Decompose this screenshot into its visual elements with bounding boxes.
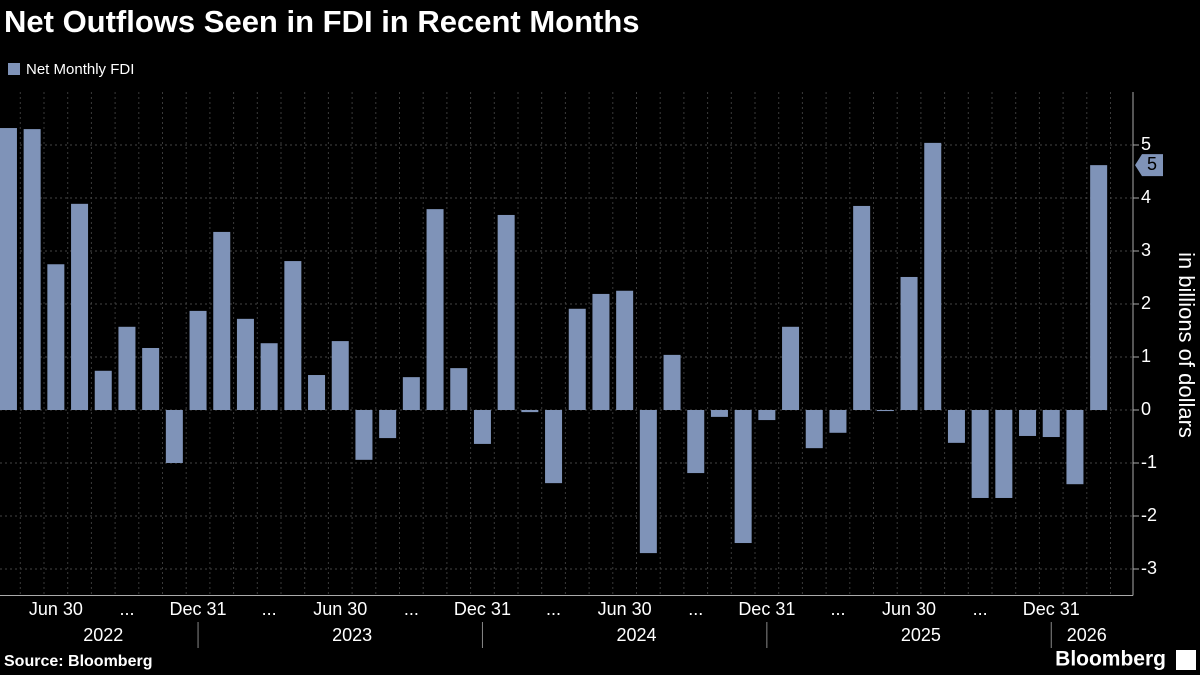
x-tick-label: ... (688, 599, 703, 619)
y-tick-label: -1 (1141, 452, 1157, 472)
y-tick-label: 3 (1141, 240, 1151, 260)
bar (616, 290, 634, 410)
bar (829, 410, 847, 433)
bar (663, 354, 681, 410)
value-label: 5 (1147, 154, 1157, 174)
bar (521, 410, 539, 413)
bar (450, 368, 468, 410)
bar (924, 142, 942, 410)
x-tick-label: ... (830, 599, 845, 619)
bar (284, 261, 302, 410)
x-tick-label: Dec 31 (1023, 599, 1080, 619)
bar (379, 410, 397, 439)
x-tick-label: ... (546, 599, 561, 619)
bar (876, 410, 894, 412)
x-tick-label: Jun 30 (313, 599, 367, 619)
x-group-label: 2024 (616, 625, 656, 645)
bar (592, 293, 610, 410)
source: Source: Bloomberg (4, 653, 152, 670)
y-tick-label: 0 (1141, 399, 1151, 419)
x-tick-label: Jun 30 (598, 599, 652, 619)
y-tick-label: -2 (1141, 505, 1157, 525)
bar (426, 209, 444, 410)
x-group-label: 2026 (1067, 625, 1107, 645)
x-group-label: 2025 (901, 625, 941, 645)
x-tick-label: ... (404, 599, 419, 619)
x-tick-label: Dec 31 (170, 599, 227, 619)
bar (165, 410, 183, 463)
bar (47, 264, 65, 410)
bar (782, 326, 800, 410)
bar (758, 410, 776, 421)
x-tick-label: Dec 31 (454, 599, 511, 619)
bar (473, 410, 491, 444)
value-label-tag (1135, 154, 1163, 177)
x-tick-label: Jun 30 (29, 599, 83, 619)
bar (308, 375, 326, 410)
bar (1019, 410, 1037, 436)
bar (236, 318, 254, 410)
x-tick-label: Jun 30 (882, 599, 936, 619)
chart-title: Net Outflows Seen in FDI in Recent Month… (4, 4, 640, 39)
bar (71, 203, 89, 410)
bar (118, 326, 136, 410)
y-tick-label: 5 (1141, 134, 1151, 154)
bar (402, 377, 420, 410)
x-tick-label: Dec 31 (738, 599, 795, 619)
brand-icon (1176, 650, 1196, 670)
bar (734, 410, 752, 544)
bar (1066, 410, 1084, 485)
bar (189, 310, 207, 410)
bar (687, 410, 705, 474)
bar (260, 343, 278, 410)
y-tick-label: 1 (1141, 346, 1151, 366)
bar (947, 410, 965, 443)
bar (639, 410, 657, 554)
x-tick-label: ... (119, 599, 134, 619)
bar (568, 308, 586, 410)
bar (805, 410, 823, 449)
x-group-label: 2022 (83, 625, 123, 645)
brand: Bloomberg (1055, 648, 1166, 671)
bar (355, 410, 373, 460)
bar (331, 341, 349, 410)
x-tick-label: ... (262, 599, 277, 619)
bar (1042, 410, 1060, 438)
legend-swatch (8, 63, 20, 75)
y-tick-label: 4 (1141, 187, 1151, 207)
bar (23, 129, 41, 410)
y-tick-label: 2 (1141, 293, 1151, 313)
bar (545, 410, 563, 484)
bar (213, 231, 231, 410)
bar (94, 370, 112, 410)
bar (853, 205, 871, 410)
y-tick-label: -3 (1141, 558, 1157, 578)
bar (497, 214, 515, 410)
bar (995, 410, 1013, 498)
bar (1090, 165, 1108, 410)
bar (142, 347, 160, 410)
legend-label: Net Monthly FDI (26, 61, 134, 78)
bar (971, 410, 989, 498)
x-group-label: 2023 (332, 625, 372, 645)
bar (710, 410, 728, 417)
y-axis-label: in billions of dollars (1174, 252, 1199, 438)
bar (0, 128, 17, 411)
x-tick-label: ... (973, 599, 988, 619)
bar (900, 276, 918, 410)
